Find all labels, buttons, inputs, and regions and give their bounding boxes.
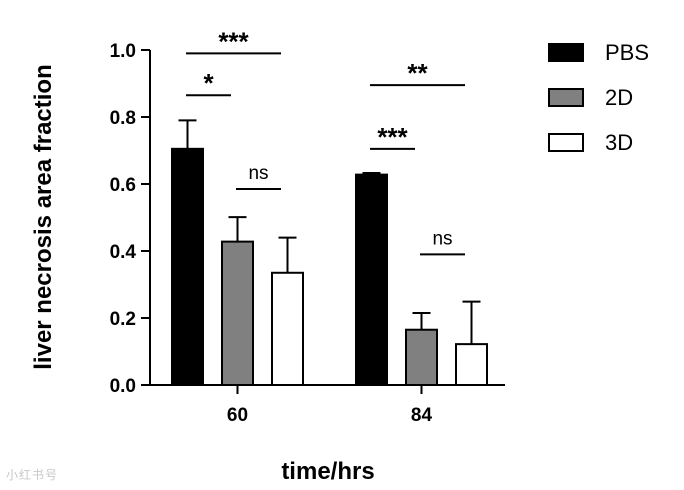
significance-label: ns xyxy=(248,163,268,184)
bar-2d xyxy=(405,328,438,387)
bar-3d xyxy=(271,271,304,386)
bar-pbs xyxy=(355,173,388,386)
y-tick-label: 0.0 xyxy=(110,376,136,397)
significance-label: ** xyxy=(407,58,428,88)
significance-label: *** xyxy=(377,122,408,152)
x-tick-label: 84 xyxy=(411,405,433,426)
legend-swatch-pbs xyxy=(548,43,584,62)
legend-label-2d: 2D xyxy=(605,85,633,110)
watermark-text: 小红书号 xyxy=(6,468,59,482)
legend-label-3d: 3D xyxy=(605,130,633,155)
y-tick-label: 0.4 xyxy=(110,242,137,263)
x-tick-label: 60 xyxy=(227,405,248,426)
x-axis-title: time/hrs xyxy=(281,458,374,485)
bar-pbs xyxy=(171,147,204,386)
y-tick-label: 0.8 xyxy=(110,108,136,129)
bar-3d xyxy=(455,343,488,387)
significance-label: *** xyxy=(218,26,249,56)
bar-2d xyxy=(221,240,254,386)
y-tick-label: 0.2 xyxy=(110,309,136,330)
legend-label-pbs: PBS xyxy=(605,40,649,65)
significance-label: * xyxy=(203,68,214,98)
y-tick-label: 0.6 xyxy=(110,175,136,196)
legend-swatch-2d xyxy=(548,88,584,107)
legend-swatch-3d xyxy=(548,133,584,152)
significance-label: ns xyxy=(432,228,452,249)
y-tick-label: 1.0 xyxy=(110,41,136,62)
plot-area: 0.00.20.40.60.81.060 84****ns*****ns xyxy=(110,26,505,426)
legend: PBS 2D 3D xyxy=(548,40,649,155)
y-axis-title: liver necrosis area fraction xyxy=(30,64,57,369)
